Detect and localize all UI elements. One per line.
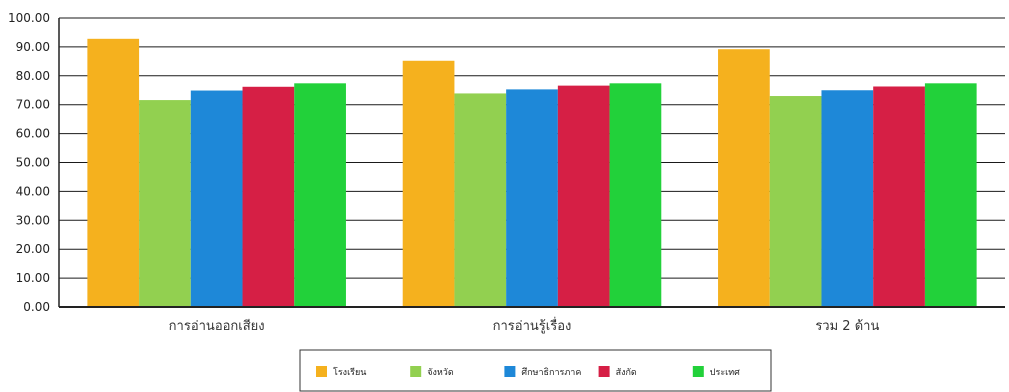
bar [769,96,822,307]
y-tick-label: 30.00 [16,213,50,227]
x-category-label: การอ่านรู้เรื่อง [493,317,572,334]
y-tick-label: 40.00 [16,184,50,198]
legend-swatch [598,366,610,377]
bar [454,93,507,307]
bar [190,90,243,307]
bar [609,83,662,308]
y-tick-label: 70.00 [16,98,50,112]
bar [718,49,770,307]
y-axis-ticks: 0.00 10.00 20.00 30.00 40.00 50.00 60.00 70.00 8… [8,11,50,314]
legend-label: ศึกษาธิการภาค [521,367,581,378]
bar [557,85,610,307]
legend-label: ประเทศ [710,368,740,378]
axes [58,18,1005,308]
x-axis-categories: การอ่านออกเสียง การอ่านรู้เรื่อง รวม 2 ด้า… [169,317,880,334]
bar [873,86,925,307]
y-tick-label: 20.00 [16,242,50,256]
bar [821,90,874,307]
y-tick-label: 80.00 [16,69,50,83]
bar [924,83,977,308]
y-tick-label: 50.00 [16,156,50,170]
bar [87,38,140,308]
legend-swatch [692,366,704,377]
bar [506,89,558,308]
y-tick-label: 60.00 [16,127,50,141]
x-category-label: การอ่านออกเสียง [169,318,265,334]
bars [87,38,977,308]
y-tick-label: 100.00 [8,11,50,25]
bar [139,100,191,308]
legend-label: จังหวัด [427,368,454,378]
legend-label: โรงเรียน [333,367,366,378]
bar [242,86,295,307]
legend-label: สังกัด [616,368,637,378]
bar [294,83,346,308]
y-tick-label: 90.00 [16,40,50,54]
legend-swatch [316,366,327,377]
y-tick-label: 0.00 [23,300,50,314]
legend-swatch [410,366,422,377]
bar [402,60,455,307]
legend: โรงเรียน จังหวัด ศึกษาธิการภาค สังกัด ประเทศ [299,349,772,392]
x-category-label: รวม 2 ด้าน [815,319,879,334]
y-tick-label: 10.00 [16,271,50,285]
legend-box [299,349,772,392]
legend-swatch [504,366,516,377]
